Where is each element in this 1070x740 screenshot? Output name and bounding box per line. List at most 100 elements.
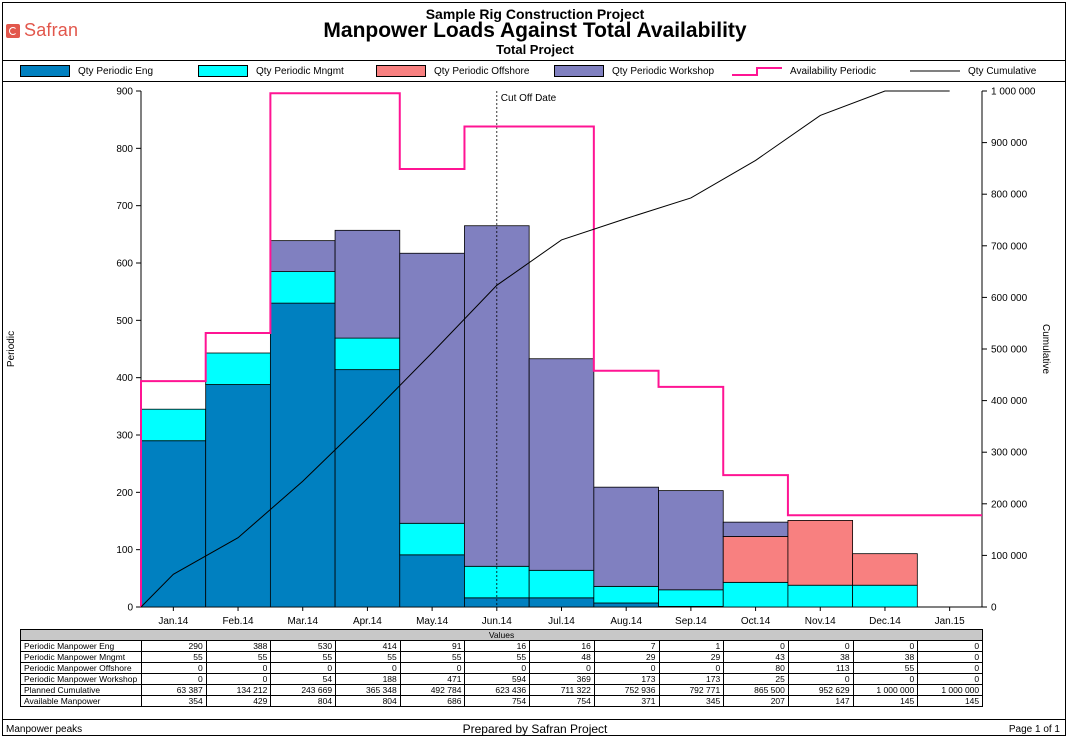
table-cell: 0 — [399, 662, 466, 674]
x-tick-label: Sep.14 — [675, 616, 707, 627]
table-cell: 686 — [399, 695, 466, 707]
table-cell: 43 — [723, 651, 789, 663]
table-cell: 0 — [787, 640, 854, 652]
y-tick-label: 400 — [116, 373, 133, 384]
header-divider — [2, 60, 1066, 61]
y2-tick-label: 100 000 — [991, 551, 1028, 562]
bar-segment — [722, 521, 789, 537]
legend-swatch — [198, 65, 248, 77]
legend-item-3: Qty Periodic Workshop — [554, 63, 714, 79]
table-cell: 38 — [852, 651, 919, 663]
x-tick-label: Jan.15 — [935, 616, 965, 627]
table-cell: 804 — [335, 695, 401, 707]
bar-segment — [658, 490, 724, 591]
table-cell: 0 — [205, 673, 272, 685]
x-tick-label: Dec.14 — [869, 616, 901, 627]
bar-segment — [140, 440, 207, 608]
bar-segment — [852, 553, 918, 586]
bar-segment — [528, 597, 595, 608]
table-row: Periodic Manpower Offshore 0 0 0 0 0 0 0 0 0 80 113… — [20, 662, 984, 674]
footer-left: Manpower peaks — [6, 724, 83, 735]
project-title: Sample Rig Construction Project — [425, 6, 645, 22]
legend-swatch — [376, 65, 426, 77]
table-cell: 113 — [787, 662, 854, 674]
y-tick-label: 200 — [116, 488, 133, 499]
x-tick-label: Aug.14 — [610, 616, 642, 627]
table-cell: 134 212 — [205, 684, 272, 696]
bar-segment — [787, 584, 854, 608]
x-tick-label: Jun.14 — [482, 616, 512, 627]
row-label: Periodic Manpower Mngmt — [20, 651, 142, 663]
y-tick-label: 0 — [127, 603, 133, 614]
table-cell: 471 — [399, 673, 466, 685]
table-cell: 0 — [593, 662, 660, 674]
table-cell: 0 — [917, 673, 984, 685]
table-cell: 1 000 000 — [917, 684, 984, 696]
report-subtitle: Total Project — [496, 42, 574, 57]
y2-tick-label: 1 000 000 — [991, 87, 1036, 98]
bar-segment — [787, 520, 854, 586]
y2-tick-label: 300 000 — [991, 448, 1028, 459]
table-cell: 754 — [529, 695, 595, 707]
table-row: Periodic Manpower Eng 290 388 530 414 91 16 16 7… — [20, 640, 984, 652]
table-cell: 48 — [529, 651, 595, 663]
table-cell: 145 — [852, 695, 919, 707]
bar-segment — [593, 602, 659, 608]
footer-divider — [2, 719, 1066, 720]
footer-center: Prepared by Safran Project — [462, 722, 608, 736]
table-cell: 369 — [529, 673, 595, 685]
table-cell: 414 — [335, 640, 401, 652]
table-cell: 147 — [787, 695, 854, 707]
table-header: Values — [19, 629, 984, 641]
table-cell: 145 — [917, 695, 984, 707]
legend-item-4: Availability Periodic — [732, 63, 876, 79]
x-tick-label: Jan.14 — [158, 616, 188, 627]
table-cell: 16 — [529, 640, 595, 652]
table-cell: 804 — [270, 695, 337, 707]
bar-segment — [593, 486, 659, 587]
y2-tick-label: 900 000 — [991, 138, 1028, 149]
row-label: Available Manpower — [20, 695, 142, 707]
table-cell: 0 — [852, 673, 919, 685]
footer-right: Page 1 of 1 — [1008, 724, 1060, 735]
y2-tick-label: 500 000 — [991, 345, 1028, 356]
table-cell: 952 629 — [787, 684, 854, 696]
chart-legend: Qty Periodic Eng Qty Periodic Mngmt Qty Pe… — [0, 63, 1070, 81]
bar-segment — [334, 337, 401, 371]
table-cell: 754 — [464, 695, 531, 707]
table-cell: 55 — [205, 651, 272, 663]
bar-segment — [269, 302, 336, 608]
table-cell: 0 — [141, 673, 207, 685]
table-cell: 55 — [852, 662, 919, 674]
y-tick-label: 500 — [116, 316, 133, 327]
table-cell: 173 — [658, 673, 725, 685]
table-row: Available Manpower 354 429 804 804 686 754 754 3… — [20, 695, 984, 707]
table-cell: 1 000 000 — [852, 684, 919, 696]
table-cell: 0 — [658, 662, 725, 674]
cumulative-line — [140, 90, 950, 608]
table-cell: 492 784 — [399, 684, 466, 696]
table-cell: 55 — [335, 651, 401, 663]
y2-tick-label: 200 000 — [991, 499, 1028, 510]
safran-logo: Safran — [6, 20, 78, 41]
table-cell: 0 — [270, 662, 337, 674]
legend-label: Qty Periodic Eng — [78, 65, 154, 77]
table-cell: 55 — [270, 651, 337, 663]
x-tick-label: Nov.14 — [805, 616, 836, 627]
y2-tick-label: 400 000 — [991, 396, 1028, 407]
table-cell: 0 — [529, 662, 595, 674]
table-cell: 7 — [593, 640, 660, 652]
y-tick-label: 700 — [116, 201, 133, 212]
y2-tick-label: 0 — [991, 603, 997, 614]
y-tick-label: 600 — [116, 259, 133, 270]
table-cell: 0 — [787, 673, 854, 685]
table-cell: 38 — [787, 651, 854, 663]
table-cell: 792 771 — [658, 684, 725, 696]
cut-off-label: Cut Off Date — [501, 93, 557, 104]
row-label: Periodic Manpower Eng — [20, 640, 142, 652]
legend-divider — [2, 81, 1066, 82]
table-cell: 63 387 — [141, 684, 207, 696]
table-cell: 243 669 — [270, 684, 337, 696]
legend-swatch — [910, 70, 960, 72]
